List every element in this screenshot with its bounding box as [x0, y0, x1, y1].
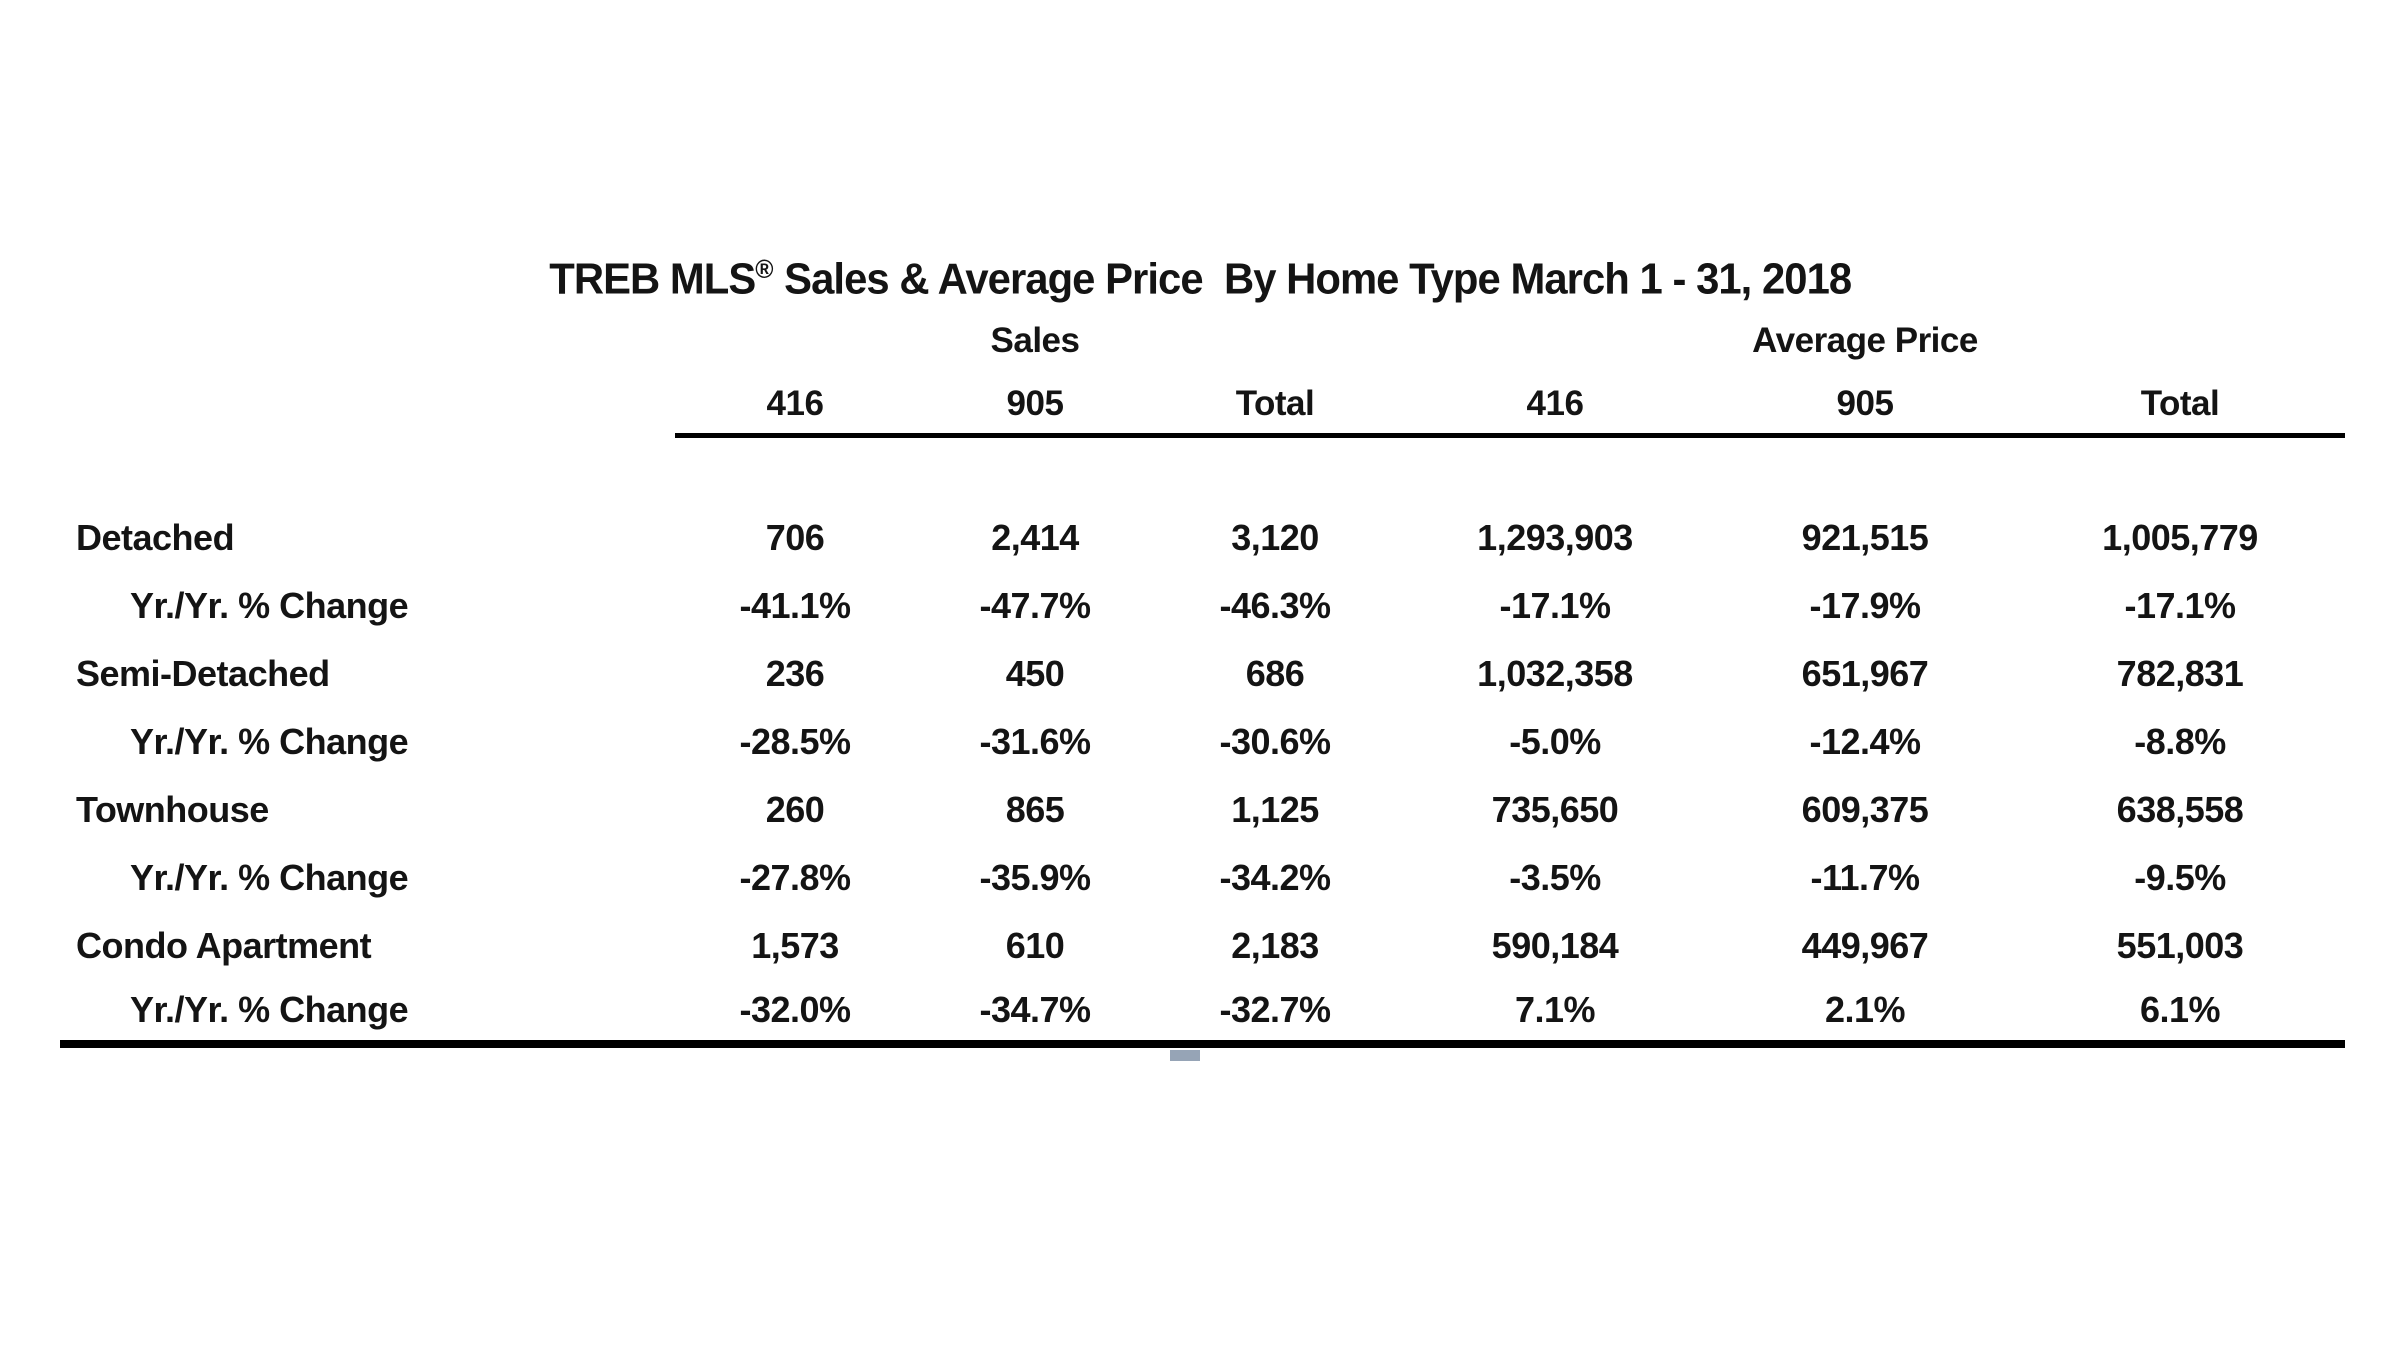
table-row-townhouse-yoy-change: Yr./Yr. % Change -27.8% -35.9% -34.2% -3… [60, 844, 2345, 912]
cell-value: -5.0% [1509, 721, 1601, 762]
cell-value: 6.1% [2015, 980, 2345, 1048]
cell-value: -30.6% [1219, 721, 1331, 762]
table-row-semi-detached: Semi-Detached 236 450 686 1,032,358 651,… [60, 640, 2345, 708]
cell-value: -9.5% [2134, 857, 2226, 898]
cell-value: 735,650 [1491, 789, 1619, 830]
row-label: Yr./Yr. % Change [130, 721, 409, 762]
row-label: Condo Apartment [76, 925, 372, 966]
cell-value: 1,125 [1231, 789, 1319, 830]
group-header-spacer [675, 308, 915, 373]
cell-value: 590,184 [1491, 925, 1619, 966]
column-header-avgprice-905: 905 [1715, 373, 2015, 438]
scan-smudge-artifact [1170, 1050, 1200, 1061]
cell-value: 7.1% [1395, 980, 1715, 1048]
column-header-avgprice-416: 416 [1395, 373, 1715, 438]
group-header-spacer [1155, 308, 1395, 373]
cell-value: 2.1% [1715, 980, 2015, 1048]
cell-value: 610 [1005, 925, 1065, 966]
page-title: TREB MLS® Sales & Average Price By Home … [0, 254, 2400, 305]
table-row-detached-yoy-change: Yr./Yr. % Change -41.1% -47.7% -46.3% -1… [60, 572, 2345, 640]
header-gap [60, 438, 2345, 504]
cell-value: 651,967 [1801, 653, 1929, 694]
cell-value: 1,573 [751, 925, 839, 966]
registered-trademark-symbol: ® [755, 254, 774, 284]
cell-value: -3.5% [1509, 857, 1601, 898]
cell-value: 450 [1005, 653, 1065, 694]
cell-value: 2,183 [1231, 925, 1319, 966]
cell-value: -32.0% [675, 980, 915, 1048]
column-header-row: 416 905 Total 416 905 Total [60, 373, 2345, 438]
title-rest: Sales & Average Price By Home Type March… [773, 254, 1852, 304]
cell-value: 638,558 [2116, 789, 2244, 830]
table-row-condo-apartment: Condo Apartment 1,573 610 2,183 590,184 … [60, 912, 2345, 980]
row-label: Semi-Detached [76, 653, 330, 694]
cell-value: -46.3% [1219, 585, 1331, 626]
cell-value: -28.5% [739, 721, 851, 762]
group-header-spacer [60, 308, 675, 373]
cell-value: -31.6% [979, 721, 1091, 762]
row-label: Yr./Yr. % Change [60, 980, 675, 1048]
cell-value: -17.1% [2124, 585, 2236, 626]
cell-value: 609,375 [1801, 789, 1929, 830]
cell-value: 449,967 [1801, 925, 1929, 966]
title-brand: TREB MLS [549, 254, 756, 304]
cell-value: -35.9% [979, 857, 1091, 898]
row-label: Yr./Yr. % Change [130, 857, 409, 898]
cell-value: 782,831 [2116, 653, 2244, 694]
sales-average-price-table: Sales Average Price 416 905 Total 416 90… [60, 308, 2345, 1048]
column-header-spacer [60, 373, 675, 438]
group-header-spacer [2015, 308, 2345, 373]
cell-value: 260 [765, 789, 825, 830]
cell-value: -41.1% [739, 585, 851, 626]
cell-value: 706 [765, 517, 825, 558]
cell-value: -47.7% [979, 585, 1091, 626]
cell-value: -32.7% [1155, 980, 1395, 1048]
row-label: Townhouse [76, 789, 269, 830]
group-header-sales: Sales [990, 321, 1080, 360]
cell-value: -34.2% [1219, 857, 1331, 898]
cell-value: -17.1% [1499, 585, 1611, 626]
cell-value: -17.9% [1809, 585, 1921, 626]
cell-value: 3,120 [1231, 517, 1319, 558]
column-header-avgprice-total: Total [2015, 373, 2345, 438]
table-row-condo-apartment-yoy-change: Yr./Yr. % Change -32.0% -34.7% -32.7% 7.… [60, 980, 2345, 1048]
cell-value: -27.8% [739, 857, 851, 898]
cell-value: 1,005,779 [2102, 517, 2258, 558]
group-header-average-price: Average Price [1752, 321, 1978, 360]
cell-value: -11.7% [1810, 857, 1920, 898]
group-header-spacer [1395, 308, 1715, 373]
column-header-sales-416: 416 [675, 373, 915, 438]
cell-value: -8.8% [2134, 721, 2226, 762]
table-row-detached: Detached 706 2,414 3,120 1,293,903 921,5… [60, 504, 2345, 572]
group-header-row: Sales Average Price [60, 308, 2345, 373]
cell-value: 921,515 [1801, 517, 1929, 558]
cell-value: 1,032,358 [1477, 653, 1633, 694]
table-row-townhouse: Townhouse 260 865 1,125 735,650 609,375 … [60, 776, 2345, 844]
cell-value: 1,293,903 [1477, 517, 1633, 558]
column-header-sales-total: Total [1155, 373, 1395, 438]
row-label: Detached [76, 517, 235, 558]
cell-value: 686 [1245, 653, 1305, 694]
cell-value: 236 [765, 653, 825, 694]
row-label: Yr./Yr. % Change [130, 585, 409, 626]
cell-value: 551,003 [2116, 925, 2244, 966]
column-header-sales-905: 905 [915, 373, 1155, 438]
cell-value: -12.4% [1809, 721, 1921, 762]
cell-value: 865 [1005, 789, 1065, 830]
cell-value: -34.7% [915, 980, 1155, 1048]
table-row-semi-detached-yoy-change: Yr./Yr. % Change -28.5% -31.6% -30.6% -5… [60, 708, 2345, 776]
cell-value: 2,414 [991, 517, 1079, 558]
